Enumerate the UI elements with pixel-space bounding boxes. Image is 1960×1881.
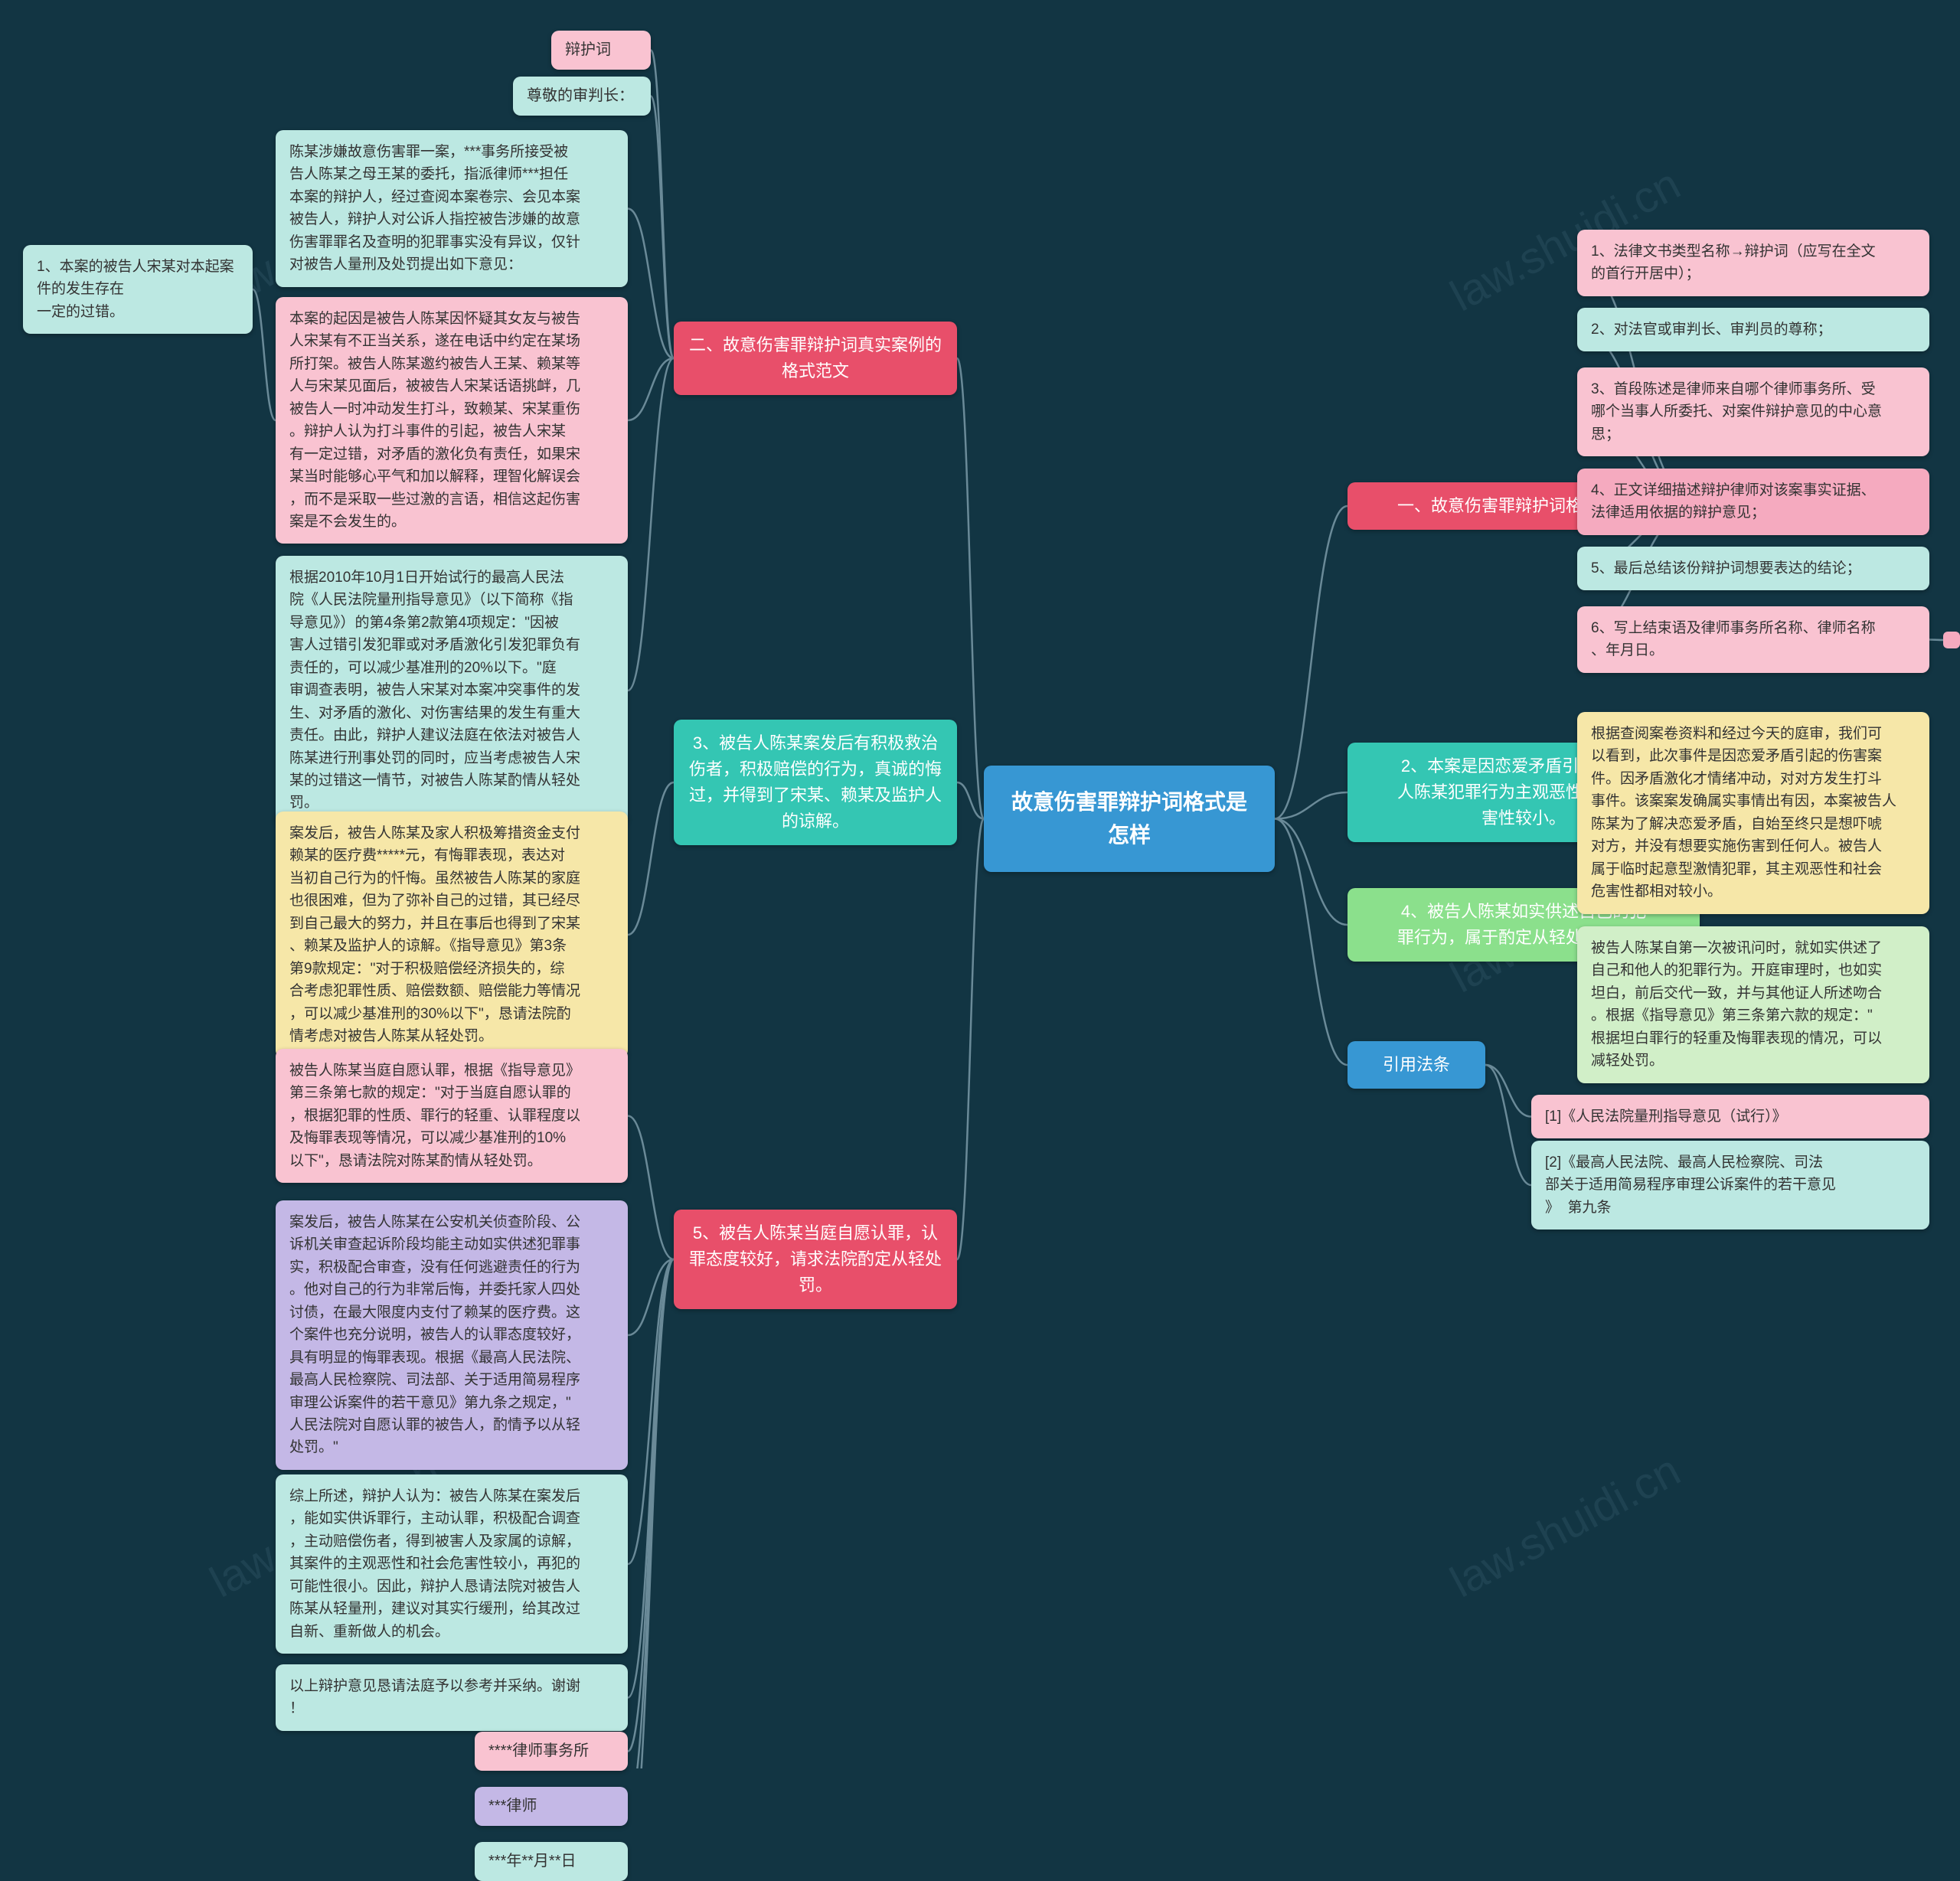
cat-plead[interactable]: 5、被告人陈某当庭自愿认罪，认 罪态度较好，请求法院酌定从轻处 罚。 (674, 1210, 957, 1309)
root-node[interactable]: 故意伤害罪辩护词格式是 怎样 (984, 766, 1275, 872)
collapse-handle[interactable] (1943, 632, 1960, 648)
fmt-item-3[interactable]: 4、正文详细描述辩护律师对该案事实证据、 法律适用依据的辩护意见； (1577, 469, 1929, 535)
sample-para-1[interactable]: 本案的起因是被告人陈某因怀疑其女友与被告 人宋某有不正当关系，遂在电话中约定在某… (276, 297, 628, 544)
plead-4[interactable]: ****律师事务所 (475, 1732, 628, 1771)
plead-0[interactable]: 被告人陈某当庭自愿认罪，根据《指导意见》 第三条第七款的规定："对于当庭自愿认罪… (276, 1049, 628, 1183)
subj-detail[interactable]: 根据查阅案卷资料和经过今天的庭审，我们可 以看到，此次事件是因恋爱矛盾引起的伤害… (1577, 712, 1929, 914)
conf-detail[interactable]: 被告人陈某自第一次被讯问时，就如实供述了 自己和他人的犯罪行为。开庭审理时，也如… (1577, 926, 1929, 1083)
cite-1[interactable]: [1]《人民法院量刑指导意见（试行）》 (1531, 1095, 1929, 1138)
fmt-item-5[interactable]: 6、写上结束语及律师事务所名称、律师名称 、年月日。 (1577, 606, 1929, 673)
cite-2[interactable]: [2]《最高人民法院、最高人民检察院、司法 部关于适用简易程序审理公诉案件的若干… (1531, 1141, 1929, 1230)
plead-2[interactable]: 综上所述，辩护人认为：被告人陈某在案发后 ，能如实供诉罪行，主动认罪，积极配合调… (276, 1474, 628, 1654)
plead-6[interactable]: ***年**月**日 (475, 1842, 628, 1881)
plead-1[interactable]: 案发后，被告人陈某在公安机关侦查阶段、公 诉机关审查起诉阶段均能主动如实供述犯罪… (276, 1200, 628, 1470)
cat-sample[interactable]: 二、故意伤害罪辩护词真实案例的 格式范文 (674, 322, 957, 395)
cat-compensate[interactable]: 3、被告人陈某案发后有积极救治 伤者，积极赔偿的行为，真诚的悔 过，并得到了宋某… (674, 720, 957, 845)
plead-3[interactable]: 以上辩护意见恳请法庭予以参考并采纳。谢谢 ！ (276, 1664, 628, 1731)
sample-para-2[interactable]: 根据2010年10月1日开始试行的最高人民法 院《人民法院量刑指导意见》（以下简… (276, 556, 628, 825)
plead-5[interactable]: ***律师 (475, 1787, 628, 1826)
sample-head-1[interactable]: 辩护词 (551, 31, 651, 70)
fmt-item-1[interactable]: 2、对法官或审判长、审判员的尊称； (1577, 308, 1929, 351)
sample-head-2[interactable]: 尊敬的审判长： (513, 77, 651, 116)
sample-para-0[interactable]: 陈某涉嫌故意伤害罪一案，***事务所接受被 告人陈某之母王某的委托，指派律师**… (276, 130, 628, 287)
watermark: law.shuidi.cn (1442, 1445, 1689, 1608)
fmt-item-2[interactable]: 3、首段陈述是律师来自哪个律师事务所、受 哪个当事人所委托、对案件辩护意见的中心… (1577, 367, 1929, 456)
comp-detail[interactable]: 案发后，被告人陈某及家人积极筹措资金支付 赖某的医疗费*****元，有悔罪表现，… (276, 812, 628, 1058)
cat-citations[interactable]: 引用法条 (1348, 1041, 1485, 1089)
sample-side[interactable]: 1、本案的被告人宋某对本起案件的发生存在 一定的过错。 (23, 245, 253, 334)
fmt-item-4[interactable]: 5、最后总结该份辩护词想要表达的结论； (1577, 547, 1929, 590)
fmt-item-0[interactable]: 1、法律文书类型名称→辩护词（应写在全文 的首行开居中）； (1577, 230, 1929, 296)
